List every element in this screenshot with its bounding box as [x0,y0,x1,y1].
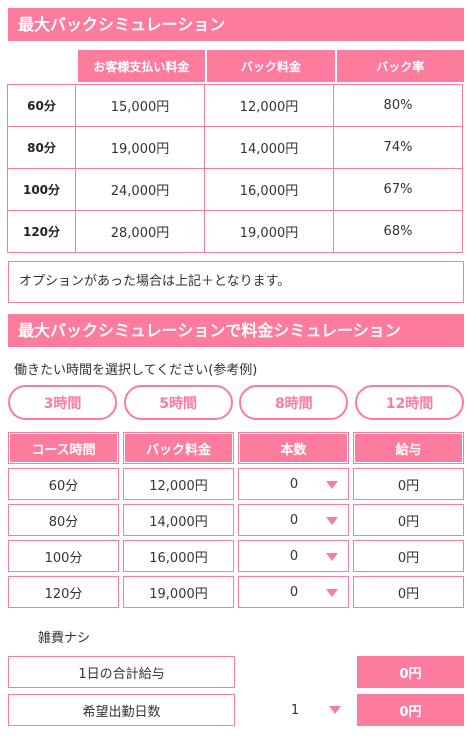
header-back-fee: バック料金 [123,432,234,464]
row-course-label: 80分 [7,126,76,169]
row-back: 12,000円 [123,468,234,500]
table-row: 120分 19,000円 0 0円 [8,576,464,608]
header-count: 本数 [238,432,349,464]
table-row: 80分 14,000円 0 0円 [8,504,464,536]
misc-expense-note: 雑費ナシ [38,631,91,646]
header-customer-pay: お客様支払い料金 [77,50,206,82]
table-row: 60分 12,000円 0 0円 [8,468,464,500]
count-value: 0 [289,512,299,528]
row-rate: 68% [333,210,463,253]
time-button-3h[interactable]: 3時間 [8,385,117,420]
row-course-label: 120分 [7,210,76,253]
time-button-12h[interactable]: 12時間 [354,385,464,420]
row-salary: 0円 [353,504,464,536]
time-button-5h[interactable]: 5時間 [123,385,233,420]
row-pay: 24,000円 [75,168,205,211]
row-back: 12,000円 [204,84,334,127]
time-button-8h[interactable]: 8時間 [239,385,349,420]
count-select[interactable]: 0 [238,576,349,608]
count-value: 0 [289,548,299,564]
caret-down-icon [329,706,341,714]
salary-simulation-table: コース時間 バック料金 本数 給与 60分 12,000円 0 0円 80分 1… [8,432,464,612]
section-title-simulation: 最大バックシミュレーションで料金シミュレーション [8,314,464,347]
count-value: 0 [289,476,299,492]
max-back-table: お客様支払い料金 バック料金 バック率 60分 15,000円 12,000円 … [7,50,465,253]
row-back: 19,000円 [204,210,334,253]
count-select[interactable]: 0 [238,504,349,536]
header-salary: 給与 [353,432,464,464]
daily-total-value: 0円 [357,656,464,688]
section-title-max-back: 最大バックシミュレーション [8,8,464,41]
row-rate: 67% [333,168,463,211]
table-row: 100分 24,000円 16,000円 67% [7,168,464,211]
row-back: 19,000円 [123,576,234,608]
row-pay: 15,000円 [75,84,205,127]
table-row: 80分 19,000円 14,000円 74% [7,126,464,169]
table-row: 60分 15,000円 12,000円 80% [7,84,464,127]
max-back-table-header: お客様支払い料金 バック料金 バック率 [8,50,465,82]
row-course: 100分 [8,540,119,572]
row-salary: 0円 [353,540,464,572]
daily-total-row: 1日の合計給与 0円 [8,656,464,688]
row-back: 16,000円 [123,540,234,572]
daily-total-label: 1日の合計給与 [8,656,235,688]
header-course-time: コース時間 [8,432,119,464]
header-back-rate: バック率 [336,50,465,82]
caret-down-icon [326,553,338,561]
time-button-group: 3時間 5時間 8時間 12時間 [8,385,464,420]
header-back-fee: バック料金 [207,50,335,82]
row-pay: 19,000円 [75,126,205,169]
row-back: 16,000円 [204,168,334,211]
work-days-value: 1 [290,702,300,718]
row-back: 14,000円 [123,504,234,536]
row-rate: 74% [333,126,463,169]
work-days-row: 希望出勤日数 1 0円 [8,694,464,726]
row-salary: 0円 [353,468,464,500]
row-course: 60分 [8,468,119,500]
row-pay: 28,000円 [75,210,205,253]
work-days-label: 希望出勤日数 [8,694,235,726]
option-note: オプションがあった場合は上記＋となります。 [8,261,464,303]
work-days-select[interactable]: 1 [240,694,351,726]
row-salary: 0円 [353,576,464,608]
count-select[interactable]: 0 [238,540,349,572]
row-back: 14,000円 [204,126,334,169]
instruction-text: 働きたい時間を選択してください(参考例) [14,363,258,378]
row-rate: 80% [333,84,463,127]
caret-down-icon [326,517,338,525]
header-spacer [8,50,76,82]
count-value: 0 [289,584,299,600]
row-course-label: 100分 [7,168,76,211]
row-course: 120分 [8,576,119,608]
count-select[interactable]: 0 [238,468,349,500]
row-course: 80分 [8,504,119,536]
salary-table-header: コース時間 バック料金 本数 給与 [8,432,464,464]
row-course-label: 60分 [7,84,76,127]
work-days-total-value: 0円 [357,694,464,726]
table-row: 120分 28,000円 19,000円 68% [7,210,464,253]
caret-down-icon [326,481,338,489]
table-row: 100分 16,000円 0 0円 [8,540,464,572]
caret-down-icon [326,589,338,597]
